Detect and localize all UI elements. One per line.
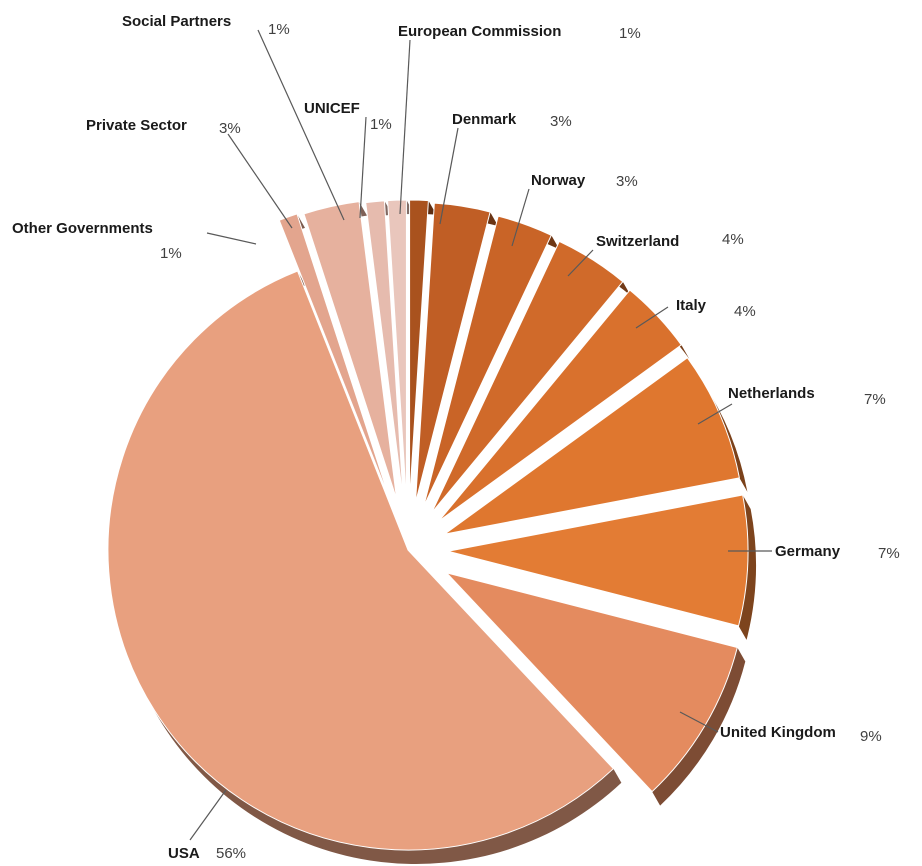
pie-slice-italy <box>438 289 683 522</box>
leader-line-other-governments <box>206 232 257 245</box>
slice-label-unicef: UNICEF <box>304 100 360 117</box>
slice-value-label-european-commission: 1% <box>619 25 641 42</box>
slice-label-other-governments: Other Governments <box>12 220 153 237</box>
slice-value-label-denmark: 3% <box>550 113 572 130</box>
pie-slice-side-netherlands <box>687 357 748 492</box>
slice-value-label-italy: 4% <box>734 303 756 320</box>
slice-label-usa: USA <box>168 845 200 862</box>
slice-label-private-sector: Private Sector <box>86 117 187 134</box>
slice-value-label-private-sector: 3% <box>219 120 241 137</box>
pie-slice-side-usa <box>108 271 622 865</box>
pie-slice-netherlands <box>444 357 740 535</box>
pie-slice-norway <box>423 215 552 507</box>
slice-label-germany: Germany <box>775 543 841 560</box>
leader-line-private-sector <box>227 133 293 229</box>
slice-value-label-switzerland: 4% <box>722 231 744 248</box>
leader-line-switzerland <box>567 249 594 277</box>
slice-label-switzerland: Switzerland <box>596 233 679 250</box>
pie-slice-switzerland <box>431 240 624 514</box>
slice-label-netherlands: Netherlands <box>728 385 815 402</box>
slice-value-label-germany: 7% <box>878 545 900 562</box>
slice-value-label-social-partners: 1% <box>268 21 290 38</box>
slice-value-label-united-kingdom: 9% <box>860 728 882 745</box>
pie-slice-usa <box>107 270 615 851</box>
slice-value-label-norway: 3% <box>616 173 638 190</box>
pie-slice-germany <box>447 494 749 627</box>
leader-line-italy <box>635 306 669 329</box>
pie-slice-side-united-kingdom <box>652 647 746 806</box>
slice-label-european-commission: European Commission <box>398 23 561 40</box>
leader-line-united-kingdom <box>679 711 719 733</box>
slice-label-denmark: Denmark <box>452 111 517 128</box>
slice-value-label-usa: 56% <box>216 845 246 862</box>
pie-slice-unicef <box>387 199 407 501</box>
slice-label-italy: Italy <box>676 297 707 314</box>
leader-line-norway <box>511 188 530 247</box>
pie-slice-denmark <box>415 202 491 503</box>
slice-label-united-kingdom: United Kingdom <box>720 724 836 741</box>
pie-slice-other-governments <box>278 213 391 500</box>
pie-slice-side-germany <box>738 495 756 640</box>
leader-line-usa <box>189 789 227 841</box>
leader-line-european-commission <box>399 39 411 215</box>
slice-value-label-netherlands: 7% <box>864 391 886 408</box>
slice-value-label-unicef: 1% <box>370 116 392 133</box>
slice-value-label-other-governments: 1% <box>160 245 182 262</box>
leader-line-social-partners <box>257 29 345 221</box>
leader-line-unicef <box>359 116 367 219</box>
slice-label-social-partners: Social Partners <box>122 13 231 30</box>
pie-slice-european-commission <box>409 199 429 501</box>
leader-line-denmark <box>439 127 459 225</box>
pie-slice-social-partners <box>365 200 404 501</box>
leader-line-netherlands <box>697 403 733 425</box>
pie-slice-private-sector <box>303 201 398 500</box>
slice-label-norway: Norway <box>531 172 586 189</box>
